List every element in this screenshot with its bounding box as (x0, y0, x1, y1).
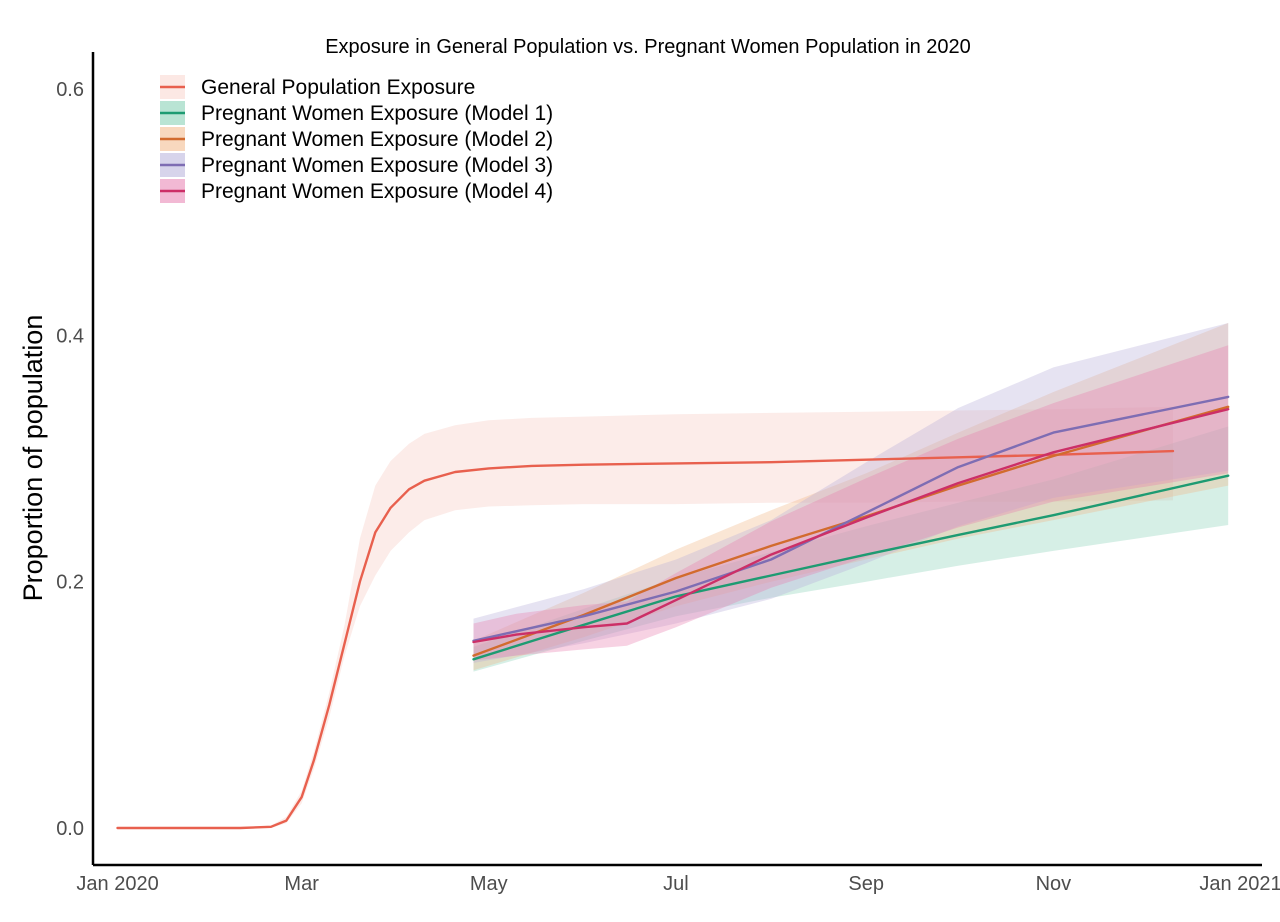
legend-label: Pregnant Women Exposure (Model 3) (201, 154, 553, 177)
chart-title: Exposure in General Population vs. Pregn… (325, 36, 971, 58)
x-tick-label: May (470, 873, 508, 895)
x-tick-label: Jan 2020 (76, 873, 158, 895)
legend-label: General Population Exposure (201, 76, 475, 99)
axes: 0.0 0.2 0.4 0.6 Jan 2020 Mar May Jul Sep Nov Jan 2… (56, 52, 1280, 895)
general-population-exposure-band (117, 406, 1173, 828)
pregnant-women-exposure-model-1-line (472, 474, 1230, 661)
confidence-bands (117, 323, 1229, 828)
y-tick-label: 0.0 (56, 818, 84, 840)
pregnant-women-exposure-model-1-band (473, 426, 1229, 672)
x-tick-label: Jul (663, 873, 689, 895)
series-lines (116, 395, 1230, 830)
pregnant-women-exposure-model-4-band (473, 345, 1229, 661)
pregnant-women-exposure-model-3-band (473, 323, 1229, 663)
y-tick-label: 0.4 (56, 325, 84, 347)
pregnant-women-exposure-model-2-line (472, 405, 1230, 657)
legend-label: Pregnant Women Exposure (Model 1) (201, 102, 553, 125)
pregnant-women-exposure-model-4-line (472, 408, 1230, 644)
general-population-exposure-line (116, 449, 1175, 830)
x-tick-label: Nov (1036, 873, 1072, 895)
y-tick-label: 0.2 (56, 572, 84, 594)
legend-label: Pregnant Women Exposure (Model 4) (201, 180, 553, 203)
legend-label: Pregnant Women Exposure (Model 2) (201, 128, 553, 151)
x-tick-label: Sep (848, 873, 884, 895)
x-tick-label: Jan 2021 (1199, 873, 1280, 895)
legend: General Population Exposure Pregnant Wome… (160, 75, 553, 203)
x-tick-label: Mar (284, 873, 319, 895)
y-tick-label: 0.6 (56, 79, 84, 101)
y-axis-title: Proportion of population (18, 315, 48, 602)
